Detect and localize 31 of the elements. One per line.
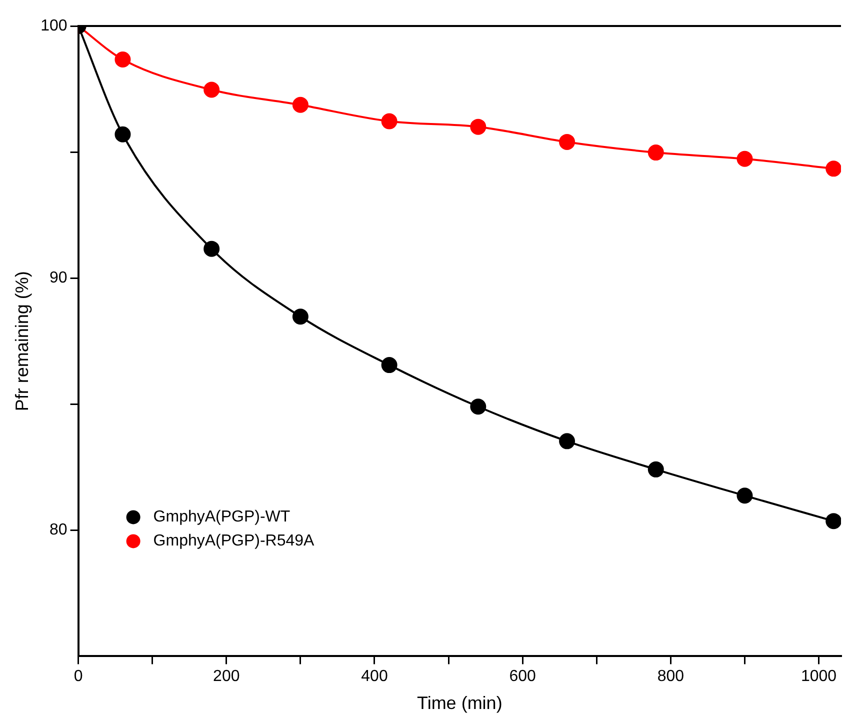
- y-axis-title: Pfr remaining (%): [12, 271, 32, 412]
- point: [292, 96, 308, 113]
- point: [292, 308, 308, 325]
- x-tick-label: 0: [74, 668, 83, 686]
- point: [381, 113, 398, 130]
- legend-label: GmphyA(PGP)-R549A: [153, 532, 315, 550]
- point: [826, 513, 841, 530]
- point: [648, 144, 664, 161]
- point: [736, 150, 753, 167]
- y-tick-label: 90: [50, 269, 68, 286]
- legend-label: GmphyA(PGP)-WT: [153, 508, 290, 526]
- point: [559, 134, 576, 150]
- point: [559, 433, 576, 450]
- y-tick-label: 80: [50, 522, 68, 539]
- point: [381, 357, 398, 374]
- x-axis-title: Time (min): [416, 693, 502, 714]
- point: [114, 126, 131, 142]
- point: [204, 82, 220, 98]
- x-tick-label: 400: [361, 668, 388, 686]
- y-tick-label: 100: [40, 17, 68, 34]
- point: [648, 461, 664, 478]
- point: [470, 118, 486, 135]
- x-tick-label: 200: [213, 668, 240, 686]
- point: [826, 160, 841, 177]
- point: [204, 240, 220, 257]
- x-tick-label: 1000: [800, 668, 837, 686]
- point: [114, 52, 131, 68]
- point: [736, 488, 753, 504]
- point: [470, 398, 486, 415]
- x-tick-label: 800: [657, 668, 684, 686]
- x-tick-label: 600: [509, 668, 536, 686]
